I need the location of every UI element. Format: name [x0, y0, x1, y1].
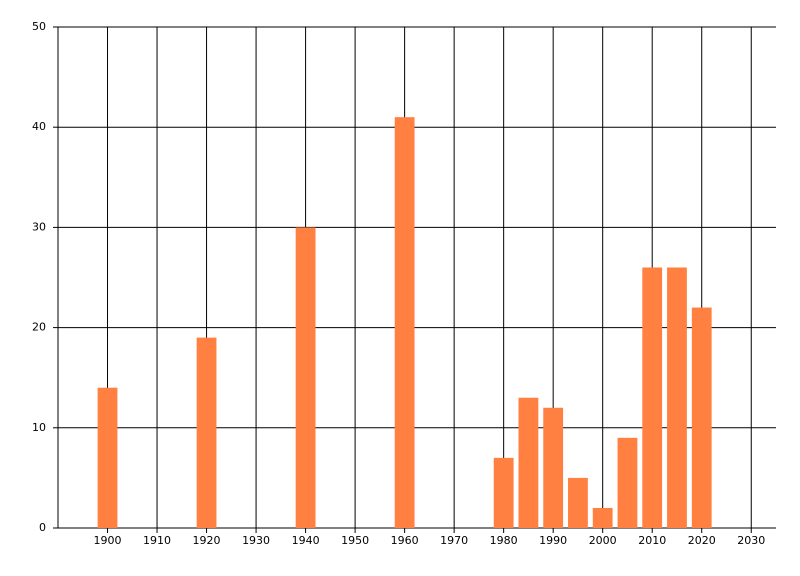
x-tick-label: 2030	[737, 534, 765, 547]
x-tick-label: 1940	[292, 534, 320, 547]
y-tick-label: 50	[32, 20, 46, 33]
y-tick-label: 40	[32, 120, 46, 133]
bar	[592, 507, 613, 528]
bar	[97, 387, 118, 528]
bar	[617, 437, 638, 528]
bar	[667, 267, 687, 528]
x-tick-label: 2000	[589, 534, 617, 547]
bar	[493, 457, 514, 528]
x-tick-label: 1980	[490, 534, 518, 547]
x-tick-label: 1930	[242, 534, 270, 547]
bar	[691, 307, 712, 528]
y-tick-label: 30	[32, 220, 46, 233]
y-tick-label: 10	[32, 421, 46, 434]
x-tick-label: 1920	[193, 534, 221, 547]
bar	[394, 117, 415, 529]
bar	[642, 267, 663, 528]
bar	[196, 337, 217, 528]
y-tick-label: 20	[32, 321, 46, 334]
bar	[543, 407, 564, 528]
x-tick-label: 1960	[391, 534, 419, 547]
x-tick-label: 1900	[94, 534, 122, 547]
x-tick-label: 1910	[143, 534, 171, 547]
bar	[568, 477, 588, 528]
x-tick-label: 1950	[341, 534, 369, 547]
x-tick-label: 1970	[440, 534, 468, 547]
y-tick-label: 0	[39, 521, 46, 534]
bar	[518, 397, 539, 528]
x-tick-label: 1990	[539, 534, 567, 547]
x-tick-label: 2010	[638, 534, 666, 547]
x-tick-label: 2020	[688, 534, 716, 547]
bar	[295, 227, 316, 528]
